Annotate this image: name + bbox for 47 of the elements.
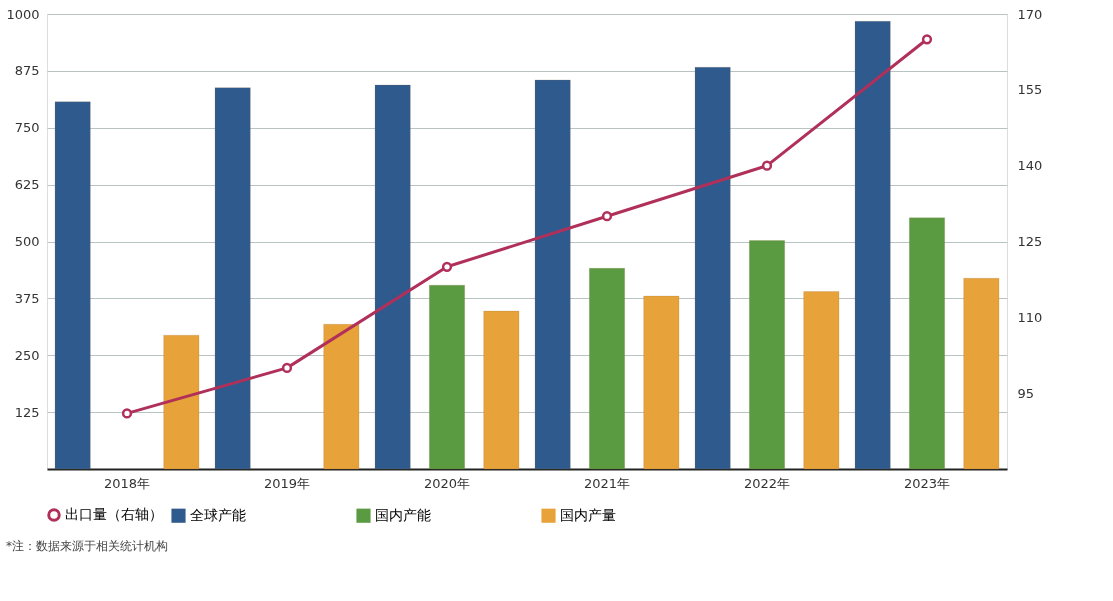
point <box>121 408 133 419</box>
y-tick-label: 375 <box>14 290 40 306</box>
bar <box>854 21 891 470</box>
bar <box>374 84 411 470</box>
point <box>921 34 933 45</box>
y2-tick-label: 155 <box>1017 82 1043 98</box>
x-tick-label: 2018年 <box>103 475 151 491</box>
point <box>761 160 773 171</box>
bar <box>214 87 251 470</box>
y2-tick-label: 95 <box>1017 385 1035 401</box>
y2-tick-label: 110 <box>1017 309 1043 325</box>
bar <box>534 79 571 470</box>
legend-label: 国内产能 <box>375 506 431 523</box>
bar <box>483 310 520 470</box>
y-tick-label: 750 <box>14 120 40 136</box>
y2-tick-label: 170 <box>1017 6 1043 22</box>
legend-label: 国内产量 <box>560 506 616 523</box>
bar <box>323 324 360 470</box>
bar <box>163 334 200 470</box>
x-tick-label: 2019年 <box>263 475 311 491</box>
bar <box>803 291 840 470</box>
point <box>601 211 613 222</box>
x-tick-label: 2022年 <box>743 475 791 491</box>
y2-tick-label: 125 <box>1017 234 1043 249</box>
x-tick-label: 2020年 <box>423 475 471 491</box>
y-tick-label: 125 <box>14 404 40 420</box>
x-tick-label: 2021年 <box>583 475 631 491</box>
bar <box>54 101 91 470</box>
y2-tick-label: 140 <box>1017 158 1043 174</box>
y-tick-label: 1000 <box>6 6 40 22</box>
text: *注：数据来源于相关统计机构 <box>5 539 168 553</box>
y-tick-label: 500 <box>14 234 40 249</box>
bar <box>694 66 731 470</box>
y-tick-label: 875 <box>14 63 40 79</box>
bar <box>429 284 465 470</box>
bar <box>643 295 680 470</box>
bar <box>589 268 625 470</box>
legend-label: 全球产能 <box>190 506 246 523</box>
y-tick-label: 625 <box>14 177 40 193</box>
legend-label: 出口量（右轴） <box>65 506 163 522</box>
bar <box>749 240 785 470</box>
bar <box>909 217 945 470</box>
point <box>281 362 293 373</box>
point <box>441 261 453 272</box>
y-tick-label: 250 <box>14 347 40 363</box>
bar <box>963 278 1000 470</box>
x-tick-label: 2023年 <box>903 475 951 491</box>
